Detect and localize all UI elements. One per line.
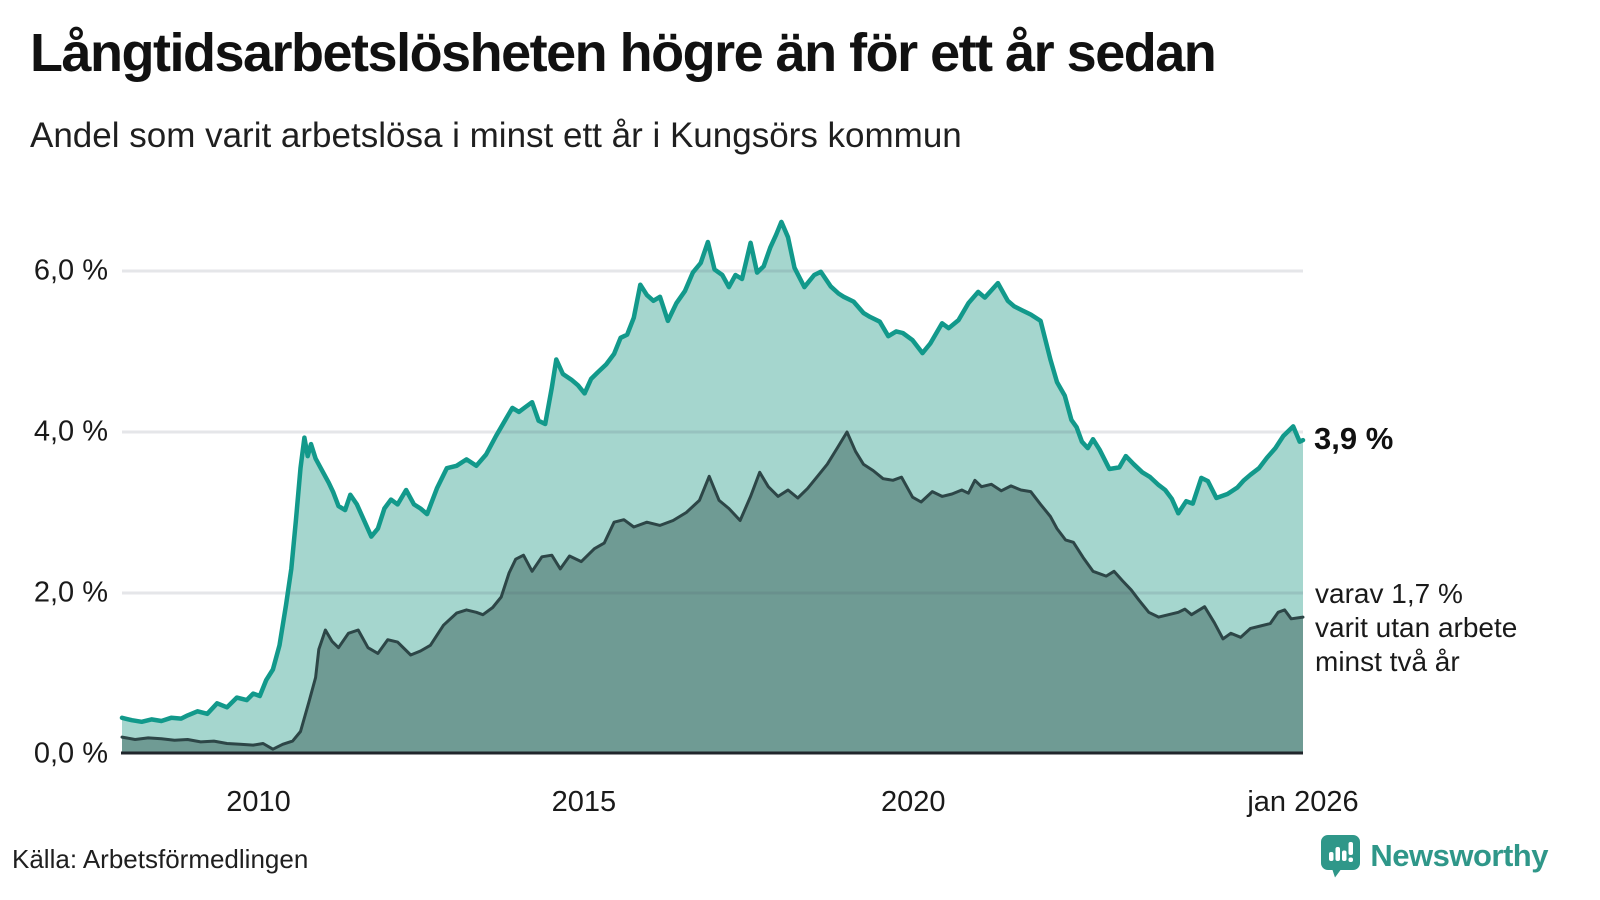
y-tick-label: 6,0 %	[33, 254, 108, 287]
newsworthy-logo-text: Newsworthy	[1370, 838, 1548, 873]
source-note: Källa: Arbetsförmedlingen	[12, 844, 309, 874]
end-note-line: varav 1,7 %	[1315, 578, 1463, 610]
series-area-1	[122, 432, 1303, 754]
end-note-line: varit utan arbete	[1315, 612, 1518, 644]
speech-bubble-shape	[1321, 835, 1361, 878]
bar-chart-glyph	[1329, 842, 1354, 862]
x-tick-label: 2020	[881, 786, 946, 818]
x-tick-label: 2015	[551, 786, 617, 818]
chart-subtitle: Andel som varit arbetslösa i minst ett å…	[30, 116, 962, 155]
series-line-1	[120, 430, 1305, 751]
y-tick-label: 0,0 %	[33, 737, 108, 770]
chart-title: Långtidsarbetslösheten högre än för ett …	[30, 23, 1217, 83]
x-tick-label: 2010	[226, 786, 291, 818]
y-tick-label: 2,0 %	[33, 576, 108, 609]
x-tick-label: jan 2026	[1247, 786, 1359, 818]
y-tick-label: 4,0 %	[33, 415, 108, 448]
newsworthy-logo: Newsworthy	[1320, 834, 1548, 878]
series-end-label-one-year: 3,9 %	[1314, 421, 1394, 457]
series-line-0	[119, 219, 1306, 725]
newsworthy-logo-icon	[1321, 835, 1361, 878]
series-end-label-two-years: varav 1,7 % varit utan arbete minst två år	[1315, 577, 1517, 679]
end-note-line: minst två år	[1315, 646, 1460, 678]
